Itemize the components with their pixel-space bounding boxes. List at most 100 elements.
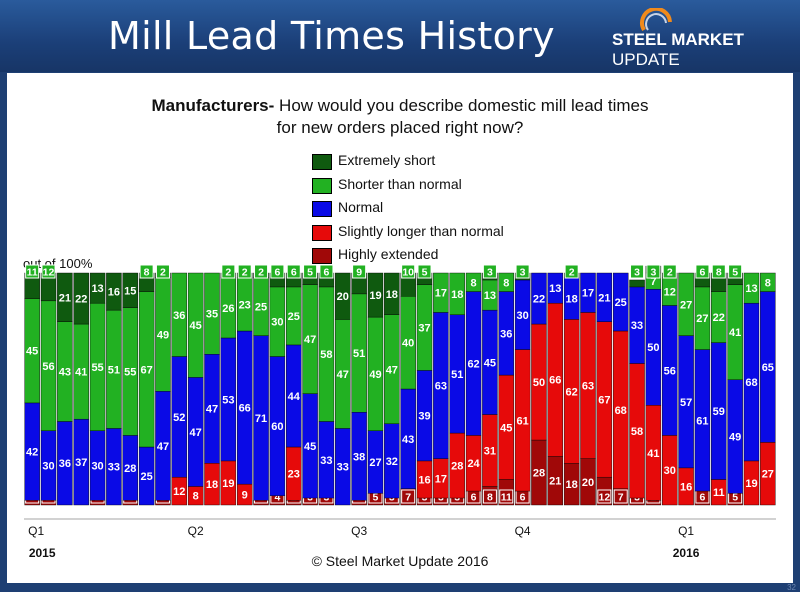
bar-segment-shorter — [743, 272, 760, 304]
data-label: 17 — [435, 473, 447, 485]
data-label-box — [401, 264, 416, 279]
data-label: 55 — [124, 367, 136, 379]
data-label: 9 — [356, 267, 362, 279]
bar-segment-normal — [612, 272, 629, 332]
data-label: 13 — [745, 283, 757, 295]
data-label: 30 — [516, 310, 528, 322]
data-label: 30 — [42, 461, 54, 473]
data-label: 45 — [26, 346, 38, 358]
data-label: 3 — [650, 267, 656, 279]
data-label: 12 — [599, 492, 611, 504]
data-label: 2 — [258, 267, 264, 279]
data-label: 23 — [288, 469, 300, 481]
data-label: 8 — [716, 267, 722, 279]
data-label-box — [597, 489, 612, 504]
data-label: 47 — [157, 441, 169, 453]
brand-name: STEEL MARKET UPDATE — [612, 30, 744, 69]
data-label: 65 — [762, 362, 774, 374]
data-label-box — [237, 264, 252, 279]
slide-number: 32 — [787, 583, 796, 592]
data-label: 22 — [75, 294, 87, 306]
x-tick-label: Q4 — [515, 524, 531, 538]
bar-segment-extremely-short — [89, 272, 106, 304]
data-label: 66 — [239, 403, 251, 415]
data-label: 13 — [484, 290, 496, 302]
data-label: 50 — [647, 342, 659, 354]
data-label: 68 — [745, 377, 757, 389]
bar-segment-extremely-short — [384, 272, 400, 315]
data-label: 49 — [369, 369, 381, 381]
data-label: 17 — [435, 288, 447, 300]
data-label: 20 — [582, 477, 594, 489]
data-label: 28 — [533, 468, 545, 480]
data-label-box — [482, 264, 497, 279]
data-label: 11 — [713, 487, 725, 499]
data-label-box — [401, 489, 416, 504]
bar-segment-normal — [580, 272, 596, 313]
data-label: 8 — [765, 277, 771, 289]
slide-title: Mill Lead Times History — [108, 14, 555, 58]
question-line1: How would you describe domestic mill lea… — [279, 96, 649, 115]
data-label: 5 — [307, 267, 313, 279]
data-label: 21 — [59, 292, 71, 304]
data-label: 10 — [402, 267, 414, 279]
data-label: 40 — [402, 338, 414, 350]
data-label: 12 — [664, 287, 676, 299]
bar-segment-extremely-short — [122, 272, 138, 308]
data-label: 63 — [435, 381, 447, 393]
data-label: 71 — [255, 413, 267, 425]
data-label-box — [499, 489, 514, 504]
data-label: 47 — [337, 369, 349, 381]
data-label: 5 — [373, 492, 379, 504]
bar-segment-extremely-short — [629, 279, 645, 288]
data-label: 52 — [173, 412, 185, 424]
data-label: 45 — [500, 422, 512, 434]
data-label: 36 — [500, 328, 512, 340]
x-year-label: 2015 — [29, 546, 56, 560]
data-label: 67 — [140, 364, 152, 376]
data-label-box — [270, 264, 285, 279]
data-label: 6 — [291, 267, 297, 279]
data-label-box — [139, 264, 154, 279]
data-label: 28 — [124, 463, 136, 475]
data-label: 59 — [713, 406, 725, 418]
data-label-box — [303, 264, 318, 279]
data-label: 30 — [91, 461, 103, 473]
data-label: 32 — [386, 456, 398, 468]
data-label: 21 — [549, 476, 561, 488]
data-label: 58 — [320, 349, 332, 361]
data-label: 51 — [353, 348, 365, 360]
data-label-box — [25, 264, 40, 279]
data-label: 33 — [337, 462, 349, 474]
data-label: 47 — [190, 427, 202, 439]
data-label: 31 — [484, 445, 496, 457]
data-label: 2 — [242, 267, 248, 279]
data-label: 3 — [520, 267, 526, 279]
data-label: 5 — [732, 267, 738, 279]
data-label: 13 — [91, 283, 103, 295]
data-label: 16 — [418, 474, 430, 486]
data-label: 6 — [700, 492, 706, 504]
copyright: © Steel Market Update 2016 — [311, 553, 489, 569]
data-label: 35 — [206, 309, 218, 321]
legend-swatch — [312, 154, 332, 170]
slide-header: Mill Lead Times History STEEL MARKET UPD… — [0, 0, 800, 72]
data-label: 41 — [75, 367, 87, 379]
data-label: 6 — [324, 267, 330, 279]
data-label: 55 — [91, 362, 103, 374]
data-label: 47 — [386, 364, 398, 376]
data-label-box — [155, 264, 170, 279]
data-label: 49 — [157, 329, 169, 341]
chart-question: Manufacturers- How would you describe do… — [7, 95, 793, 139]
data-label: 18 — [386, 289, 398, 301]
data-label: 61 — [696, 415, 708, 427]
bar-segment-shorter — [678, 272, 694, 336]
legend-swatch — [312, 224, 332, 241]
bar-segment-normal — [596, 272, 613, 322]
data-label: 16 — [108, 287, 120, 299]
data-label: 8 — [487, 492, 493, 504]
data-label: 23 — [239, 299, 251, 311]
bar-segment-extremely-short — [367, 272, 384, 318]
data-label: 19 — [369, 290, 381, 302]
data-label: 63 — [582, 381, 594, 393]
